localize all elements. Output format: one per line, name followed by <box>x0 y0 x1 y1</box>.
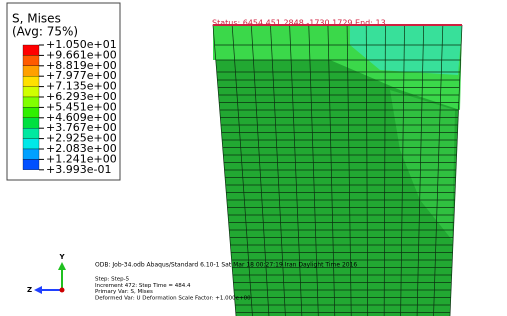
legend-swatch <box>23 139 39 149</box>
legend-swatch <box>23 128 39 138</box>
info-text: ODB: Job-34.odb Abaqus/Standard 6.10-1 S… <box>95 262 357 269</box>
info-text: Primary Var: S, Mises <box>95 289 153 295</box>
legend-label: +3.993e-01 <box>46 163 111 176</box>
legend-subtitle: (Avg: 75%) <box>12 25 78 39</box>
viewport: S, Mises (Avg: 75%) Status: 6454 451 284… <box>0 0 507 316</box>
info-text: Increment 472: Step Time = 484.4 <box>95 283 191 289</box>
legend-swatch <box>23 87 39 97</box>
legend-swatch <box>23 107 39 117</box>
legend-swatch <box>23 45 39 55</box>
axis-z: Z <box>27 286 32 294</box>
legend-swatch <box>23 66 39 76</box>
legend-swatch <box>23 55 39 65</box>
status-text: Status: 6454 451 2848 -1730 1729 End: 13 <box>212 19 386 28</box>
legend-title: S, Mises <box>12 12 61 26</box>
axis-y: Y <box>58 253 65 261</box>
legend-swatch <box>23 118 39 128</box>
legend-swatch <box>23 149 39 159</box>
legend-swatch <box>23 159 39 169</box>
legend-swatch <box>23 97 39 107</box>
info-text: Deformed Var: U Deformation Scale Factor… <box>95 295 251 301</box>
info-text: Step: Step-5 <box>95 277 130 283</box>
legend-swatch <box>23 76 39 86</box>
